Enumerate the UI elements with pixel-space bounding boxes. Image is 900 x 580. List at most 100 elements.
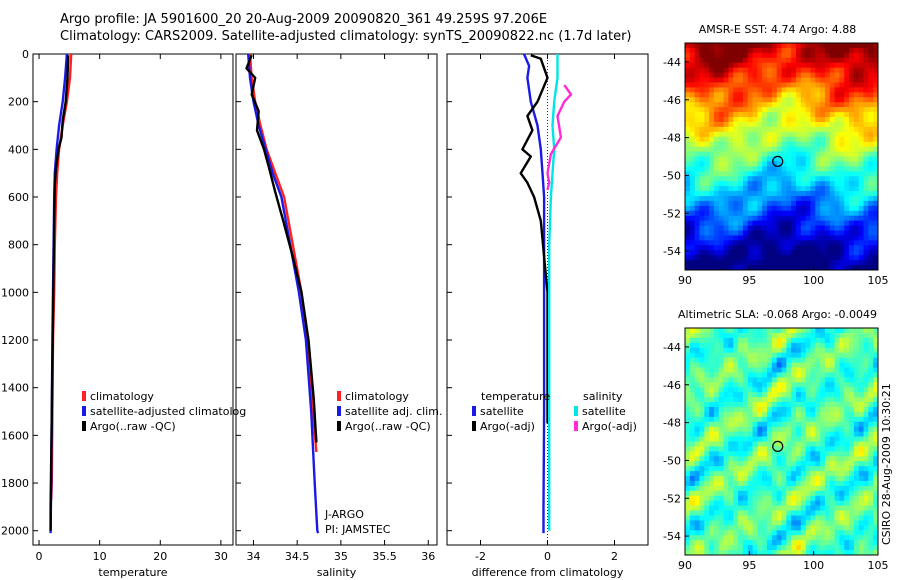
map-cell (873, 530, 879, 536)
map-cell (733, 530, 739, 536)
map-cell (839, 421, 845, 428)
map-cell (685, 406, 691, 413)
map-cell (858, 456, 864, 462)
map-cell (829, 146, 835, 152)
map-cell (742, 52, 749, 59)
map-cell (844, 230, 850, 236)
map-cell (820, 156, 826, 162)
map-cell (776, 525, 782, 531)
map-cell (728, 191, 734, 197)
map-cell (757, 146, 763, 152)
map-cell (757, 47, 763, 54)
map-cell (868, 57, 874, 64)
map-cell (873, 43, 879, 49)
map-cell (694, 265, 700, 271)
map-cell (757, 367, 763, 373)
map-cell (853, 230, 860, 236)
map-cell (824, 191, 831, 197)
map-cell (795, 387, 802, 393)
map-cell (791, 515, 797, 521)
map-cell (757, 92, 763, 98)
map-cell (713, 176, 720, 182)
map-cell (873, 131, 879, 138)
map-cell (742, 515, 749, 521)
map-cell (752, 57, 758, 64)
legend-swatch-0-1 (82, 406, 86, 416)
map-cell (689, 151, 696, 157)
map-cell (853, 431, 860, 437)
map-cell (728, 347, 734, 354)
y-tick-label-0-8: 1600 (1, 429, 29, 442)
map-x-tick-label-1-0: 90 (678, 559, 692, 572)
map-cell (747, 181, 753, 187)
map-cell (747, 131, 753, 138)
map-cell (733, 471, 739, 477)
map-cell (733, 441, 739, 447)
map-cell (771, 337, 778, 344)
map-cell (791, 126, 797, 133)
map-cell (742, 102, 749, 108)
map-cell (747, 210, 753, 217)
map-cell (810, 67, 816, 73)
map-cell (694, 260, 700, 266)
map-cell (815, 255, 821, 261)
map-cell (699, 121, 705, 128)
map-cell (776, 230, 782, 236)
map-cell (742, 72, 749, 78)
map-cell (834, 171, 840, 177)
map-x-tick-label-0-0: 90 (678, 274, 692, 287)
map-cell (839, 82, 845, 88)
map-cell (762, 195, 768, 202)
map-cell (805, 205, 811, 212)
map-cell (815, 265, 821, 271)
map-cell (786, 62, 792, 69)
legend-swatch-2-1-2 (574, 421, 578, 431)
map-cell (868, 337, 874, 344)
map-cell (718, 392, 724, 398)
map-cell (742, 347, 749, 354)
map-cell (704, 535, 710, 541)
map-cell (844, 77, 850, 83)
map-cell (849, 166, 855, 172)
map-cell (776, 151, 782, 157)
map-cell (694, 210, 700, 217)
map-cell (800, 181, 807, 187)
map-cell (733, 72, 739, 78)
map-cell (781, 52, 787, 59)
map-cell (689, 62, 696, 69)
map-cell (776, 530, 782, 536)
map-cell (795, 456, 802, 462)
map-cell (718, 367, 724, 373)
x-tick-label-2-2: 2 (611, 550, 618, 563)
map-cell (820, 220, 826, 226)
map-cell (873, 342, 879, 349)
map-cell (815, 215, 821, 222)
map-cell (713, 382, 720, 388)
map-cell (685, 510, 691, 516)
map-cell (762, 426, 768, 433)
map-cell (849, 476, 855, 482)
map-cell (791, 57, 797, 64)
map-cell (757, 510, 763, 516)
map-cell (858, 530, 864, 536)
map-cell (767, 176, 773, 182)
map-cell (738, 102, 744, 108)
map-cell (829, 490, 835, 497)
map-cell (858, 191, 864, 197)
map-cell (694, 220, 700, 226)
map-cell (844, 62, 850, 69)
map-cell (873, 382, 879, 388)
map-cell (853, 43, 860, 49)
map-cell (849, 220, 855, 226)
map-cell (771, 225, 778, 231)
map-cell (824, 500, 831, 507)
map-cell (694, 480, 700, 487)
map-cell (728, 200, 734, 207)
map-cell (868, 446, 874, 452)
map-cell (844, 377, 850, 383)
map-cell (762, 260, 768, 266)
map-cell (849, 92, 855, 98)
map-cell (800, 146, 807, 152)
map-cell (762, 392, 768, 398)
map-cell (781, 535, 787, 541)
